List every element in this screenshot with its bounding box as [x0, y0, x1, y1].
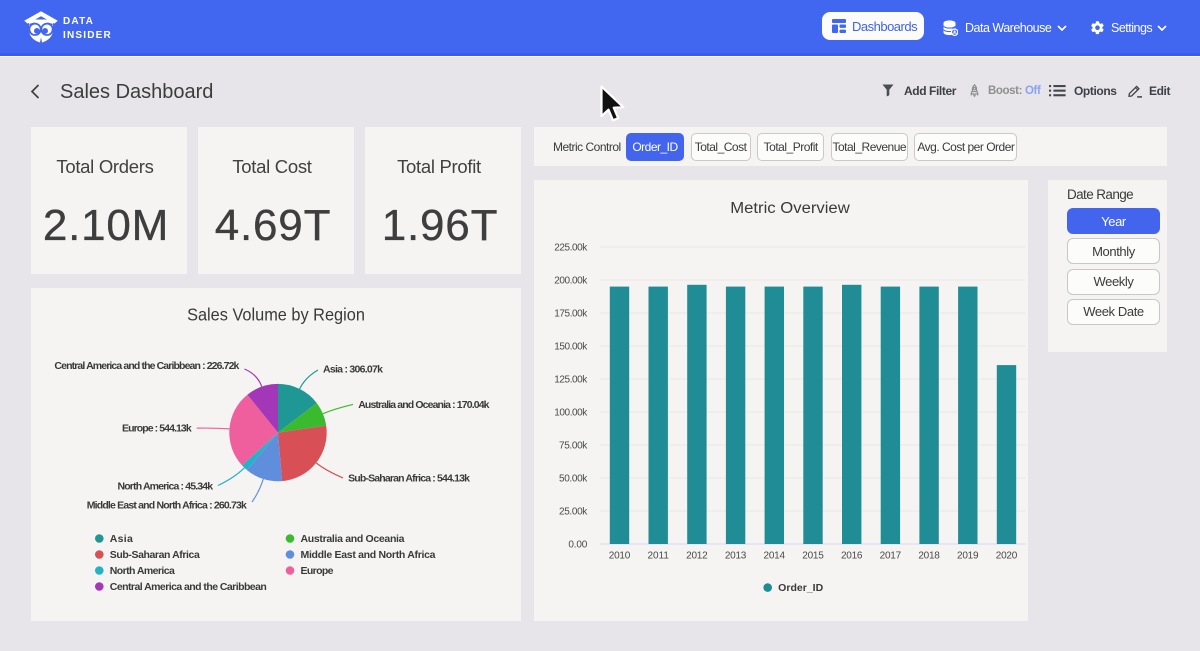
svg-text:2016: 2016: [841, 551, 863, 562]
svg-text:2014: 2014: [764, 551, 786, 562]
svg-text:Asia: Asia: [110, 533, 133, 545]
svg-text:100.00k: 100.00k: [554, 408, 588, 419]
svg-text:225.00k: 225.00k: [554, 243, 588, 254]
svg-text:Australia and Oceania: Australia and Oceania: [301, 533, 405, 545]
svg-text:2020: 2020: [996, 551, 1018, 562]
svg-text:Middle East and North Africa: Middle East and North Africa: [301, 549, 436, 561]
svg-text:175.00k: 175.00k: [554, 309, 588, 320]
svg-text:Middle East and North Africa :: Middle East and North Africa : 260.73k: [87, 500, 247, 512]
svg-text:125.00k: 125.00k: [554, 375, 588, 386]
svg-text:2013: 2013: [725, 551, 747, 562]
svg-text:2015: 2015: [802, 551, 824, 562]
svg-text:Central America and the Caribb: Central America and the Caribbean : 226.…: [54, 360, 239, 372]
svg-text:Metric Overview: Metric Overview: [730, 200, 850, 217]
svg-text:Order_ID: Order_ID: [778, 582, 823, 594]
svg-text:2017: 2017: [880, 551, 902, 562]
svg-text:2019: 2019: [957, 551, 979, 562]
svg-text:Sub-Saharan Africa: Sub-Saharan Africa: [110, 549, 200, 561]
svg-text:Sales Volume by Region: Sales Volume by Region: [187, 305, 365, 325]
svg-text:North America: North America: [110, 565, 175, 577]
svg-text:75.00k: 75.00k: [559, 441, 588, 452]
svg-text:North America : 45.34k: North America : 45.34k: [118, 481, 214, 493]
svg-text:Sub-Saharan Africa : 544.13k: Sub-Saharan Africa : 544.13k: [348, 472, 470, 484]
svg-text:Europe : 544.13k: Europe : 544.13k: [122, 423, 192, 435]
svg-text:2012: 2012: [686, 551, 708, 562]
svg-text:Australia and Oceania : 170.04: Australia and Oceania : 170.04k: [358, 399, 489, 411]
svg-text:50.00k: 50.00k: [559, 474, 588, 485]
svg-text:0.00: 0.00: [568, 540, 587, 551]
svg-text:Europe: Europe: [301, 565, 334, 577]
svg-text:200.00k: 200.00k: [554, 276, 588, 287]
svg-text:150.00k: 150.00k: [554, 342, 588, 353]
svg-text:Asia : 306.07k: Asia : 306.07k: [323, 364, 383, 376]
svg-text:Central America and the Caribb: Central America and the Caribbean: [110, 581, 267, 593]
svg-text:25.00k: 25.00k: [559, 507, 588, 518]
svg-text:2011: 2011: [647, 551, 669, 562]
svg-text:2010: 2010: [609, 551, 631, 562]
svg-text:2018: 2018: [918, 551, 940, 562]
